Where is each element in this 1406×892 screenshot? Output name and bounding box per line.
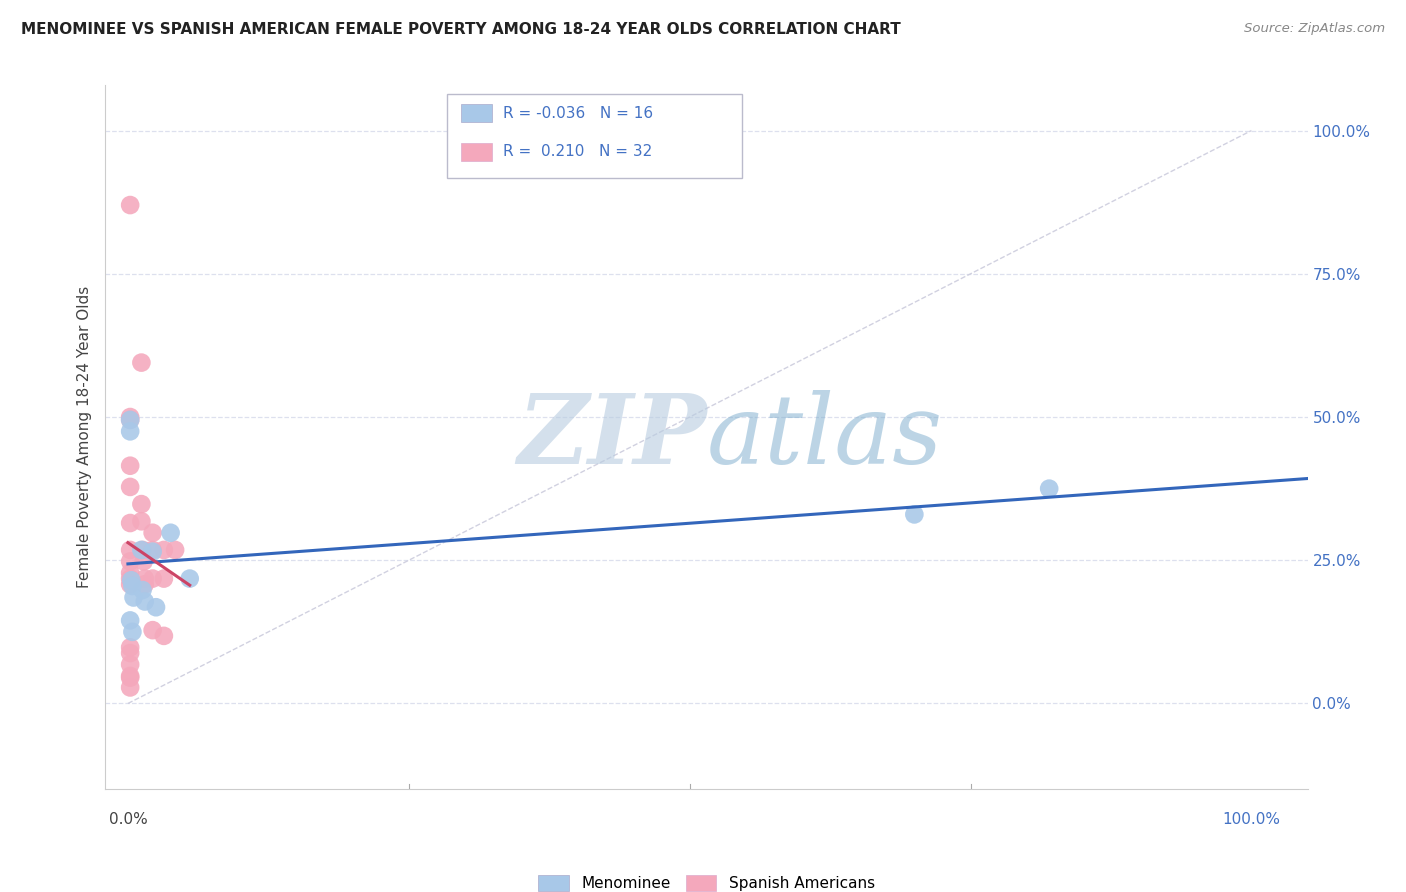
Point xyxy=(1038,482,1060,496)
Point xyxy=(131,514,153,528)
Point xyxy=(120,410,142,425)
Point xyxy=(120,516,142,530)
Point xyxy=(120,614,142,628)
Text: 100.0%: 100.0% xyxy=(1222,813,1281,828)
Point xyxy=(120,657,142,672)
Text: Source: ZipAtlas.com: Source: ZipAtlas.com xyxy=(1244,22,1385,36)
Point xyxy=(142,525,165,540)
Point xyxy=(132,554,155,568)
Point xyxy=(179,572,201,586)
Text: R = -0.036   N = 16: R = -0.036 N = 16 xyxy=(503,106,654,120)
Point xyxy=(120,413,142,427)
Y-axis label: Female Poverty Among 18-24 Year Olds: Female Poverty Among 18-24 Year Olds xyxy=(77,286,93,588)
Point xyxy=(120,671,142,685)
Point xyxy=(142,572,165,586)
Point xyxy=(122,591,145,605)
Point xyxy=(153,543,176,558)
Point xyxy=(131,582,153,597)
Point xyxy=(145,600,167,615)
Point xyxy=(120,458,142,473)
Point xyxy=(120,554,142,568)
Point xyxy=(134,594,156,608)
Point xyxy=(131,497,153,511)
Point xyxy=(159,525,181,540)
Text: 0.0%: 0.0% xyxy=(108,813,148,828)
Point xyxy=(120,198,142,212)
Point xyxy=(120,669,142,683)
Point xyxy=(120,566,142,580)
Point xyxy=(121,579,143,593)
Point xyxy=(120,681,142,695)
Point xyxy=(903,508,925,522)
Point xyxy=(120,577,142,591)
Point xyxy=(120,543,142,558)
Text: atlas: atlas xyxy=(707,390,942,484)
Point xyxy=(165,543,187,558)
Point xyxy=(142,543,165,558)
Point xyxy=(120,413,142,427)
Point xyxy=(134,577,156,591)
Text: ZIP: ZIP xyxy=(517,390,707,484)
Point xyxy=(142,544,165,558)
Text: R =  0.210   N = 32: R = 0.210 N = 32 xyxy=(503,145,652,159)
Point xyxy=(121,624,143,639)
Point xyxy=(120,640,142,655)
Point xyxy=(131,543,153,558)
Point xyxy=(120,572,142,586)
Legend: Menominee, Spanish Americans: Menominee, Spanish Americans xyxy=(538,875,875,891)
Text: MENOMINEE VS SPANISH AMERICAN FEMALE POVERTY AMONG 18-24 YEAR OLDS CORRELATION C: MENOMINEE VS SPANISH AMERICAN FEMALE POV… xyxy=(21,22,901,37)
Point xyxy=(142,623,165,637)
Point xyxy=(153,572,176,586)
Point xyxy=(120,646,142,660)
Point xyxy=(131,543,153,558)
Point xyxy=(120,480,142,494)
Point xyxy=(131,356,153,370)
Point xyxy=(134,572,156,586)
Point xyxy=(120,574,142,588)
Point xyxy=(153,629,176,643)
Point xyxy=(120,425,142,439)
